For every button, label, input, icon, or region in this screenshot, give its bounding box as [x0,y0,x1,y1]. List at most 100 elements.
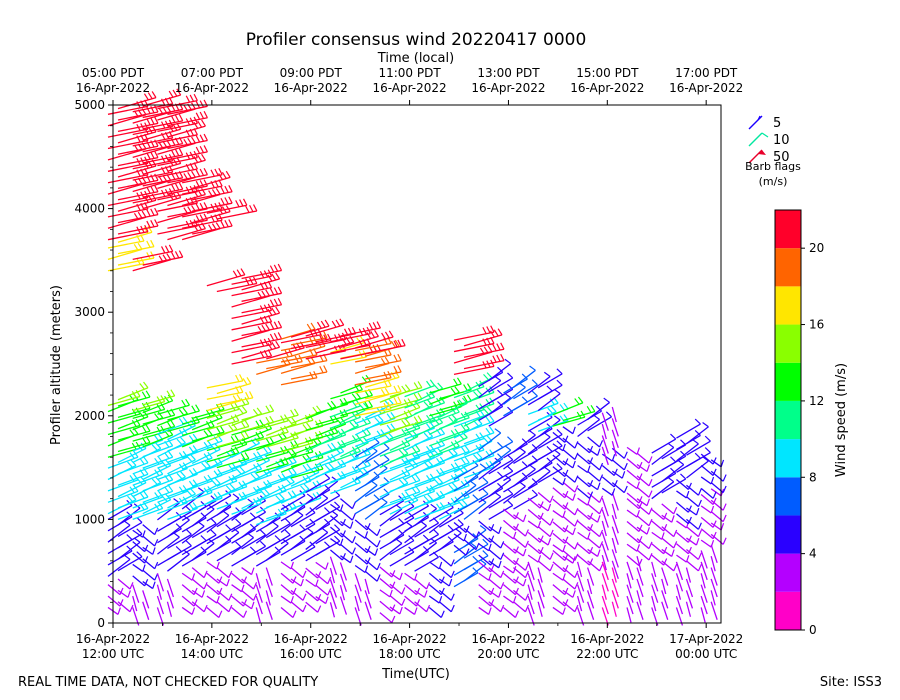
wind-barb [651,442,675,466]
wind-barb [107,545,133,566]
wind-barb [513,443,538,465]
wind-barb [453,567,479,588]
wind-barb [364,497,388,520]
wind-barb [513,464,536,487]
x-tick-label-time: 14:00 UTC [181,647,243,661]
wind-barb [167,145,208,161]
wind-barb [562,471,579,483]
wind-barb [636,590,642,606]
wind-barb [439,445,470,464]
wind-barb [354,446,378,469]
wind-barb [503,584,519,596]
wind-barb [156,573,165,592]
wind-barb [305,590,322,602]
wind-barb [562,567,579,579]
wind-barb [488,445,512,468]
wind-barb [577,509,594,521]
wind-barb [513,489,538,510]
top-tick-label-date: 16-Apr-2022 [570,81,644,95]
wind-barb [587,447,601,456]
wind-barb [527,520,542,529]
wind-barb [488,548,505,560]
wind-barb [710,470,727,482]
wind-barb [626,543,640,552]
colorbar-bin [775,591,801,630]
wind-barb [478,595,495,607]
wind-barb [265,518,291,539]
wind-barb [117,476,147,498]
wind-barb [710,567,718,586]
wind-barb [167,488,196,509]
wind-barb [710,522,725,531]
wind-barb [389,606,403,615]
wind-barb [577,554,594,566]
wind-barb [611,459,628,471]
wind-barb [438,601,455,613]
wind-barb [463,426,495,445]
wind-barb [611,549,619,568]
wind-barb [241,567,255,576]
wind-barb [142,250,184,266]
wind-barb [503,595,517,604]
wind-barb [453,432,485,451]
wind-barb [513,390,538,411]
wind-barb [157,523,182,544]
wind-barb [339,562,348,581]
wind-barb [661,514,675,523]
wind-barb [527,509,544,521]
wind-barb [330,526,346,538]
wind-barb [340,520,354,530]
barb-column [478,358,514,615]
wind-barb [414,467,446,486]
wind-barb [626,509,640,518]
wind-barb [315,535,341,556]
wind-barb [389,415,423,432]
wind-barb [562,527,576,536]
wind-barb [206,595,220,604]
wind-barb [562,589,576,598]
wind-barb [428,511,452,534]
wind-barb [576,595,583,612]
wind-barb [364,536,381,548]
wind-barb [216,377,252,395]
wind-barb [142,459,172,481]
wind-barb [478,531,495,543]
wind-barb [562,437,579,449]
wind-barb [626,469,643,481]
wind-barb [463,488,489,509]
barb-legend-glyph [748,132,769,147]
wind-barb [231,532,254,556]
wind-barb [700,528,717,540]
wind-barb [527,573,535,592]
wind-barb [379,577,396,589]
wind-barb [686,447,711,468]
wind-barb [354,584,362,603]
wind-barb [315,561,329,570]
wind-barb [626,520,643,532]
wind-barb [636,578,644,598]
wind-barb [167,119,206,138]
wind-barb [586,590,595,609]
wind-barb [586,567,595,586]
wind-barb [577,543,594,555]
wind-barb [265,529,291,550]
wind-barb [429,462,460,481]
wind-barb [503,565,517,574]
wind-barb [700,476,715,485]
wind-barb [167,167,208,184]
wind-barb [231,595,248,607]
wind-barb [379,491,411,510]
wind-barb [453,522,470,534]
top-tick-label-time: 09:00 PDT [280,66,343,80]
wind-barb [626,492,643,504]
wind-barb [626,607,632,623]
wind-barb [265,601,273,620]
wind-barb [181,440,213,459]
wind-barb [364,432,394,453]
wind-barb [290,319,330,338]
wind-barb [537,503,552,512]
wind-barb [685,578,694,598]
wind-barb [142,590,150,609]
wind-barb [576,584,585,603]
